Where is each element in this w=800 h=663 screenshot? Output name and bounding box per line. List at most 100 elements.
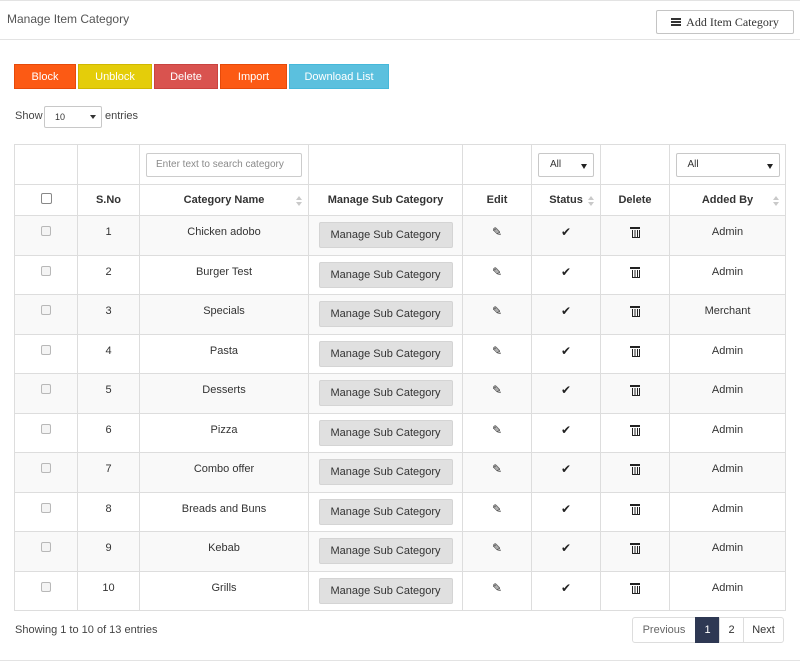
trash-icon[interactable] xyxy=(630,345,640,357)
check-icon[interactable]: ✔ xyxy=(560,462,572,476)
check-icon[interactable]: ✔ xyxy=(560,225,572,239)
row-category-name: Kebab xyxy=(139,531,309,572)
trash-icon[interactable] xyxy=(630,543,640,554)
row-status-cell: ✔ xyxy=(531,373,601,414)
check-icon[interactable]: ✔ xyxy=(560,422,572,437)
pencil-icon[interactable]: ✎ xyxy=(491,343,503,358)
manage-sub-category-button[interactable]: Manage Sub Category xyxy=(318,222,453,248)
page-2-button[interactable]: 2 xyxy=(719,617,744,643)
column-label: Status xyxy=(549,194,583,206)
row-select-cell xyxy=(14,452,78,493)
add-item-category-button[interactable]: Add Item Category xyxy=(656,10,794,34)
trash-icon[interactable] xyxy=(630,503,640,515)
check-icon[interactable]: ✔ xyxy=(560,501,572,516)
row-checkbox[interactable] xyxy=(41,423,51,434)
row-checkbox[interactable] xyxy=(41,344,51,355)
table-row: 9 Kebab Manage Sub Category ✎ ✔ Admin xyxy=(14,531,786,572)
trash-icon[interactable] xyxy=(630,582,640,594)
trash-icon[interactable] xyxy=(630,306,640,317)
column-header-edit: Edit xyxy=(462,184,532,216)
add-item-category-label: Add Item Category xyxy=(686,14,779,29)
row-checkbox[interactable] xyxy=(41,305,51,315)
manage-sub-category-button[interactable]: Manage Sub Category xyxy=(318,261,453,288)
row-delete-cell xyxy=(600,254,670,295)
pencil-icon[interactable]: ✎ xyxy=(491,225,503,239)
column-header-sno[interactable]: S.No xyxy=(77,184,140,216)
column-header-delete: Delete xyxy=(600,184,670,216)
pencil-icon[interactable]: ✎ xyxy=(491,580,503,595)
page-1-button[interactable]: 1 xyxy=(695,617,720,643)
pencil-icon[interactable]: ✎ xyxy=(491,422,503,437)
table-row: 2 Burger Test Manage Sub Category ✎ ✔ Admin xyxy=(14,254,786,295)
row-delete-cell xyxy=(600,215,670,256)
trash-icon[interactable] xyxy=(630,464,640,475)
row-sub-cell: Manage Sub Category xyxy=(308,373,463,414)
caret-down-icon xyxy=(766,163,773,169)
row-select-cell xyxy=(14,254,78,295)
row-checkbox[interactable] xyxy=(41,226,51,236)
row-checkbox[interactable] xyxy=(41,581,51,592)
row-checkbox[interactable] xyxy=(41,542,51,552)
table-row: 10 Grills Manage Sub Category ✎ ✔ Admin xyxy=(14,570,786,611)
pencil-icon[interactable]: ✎ xyxy=(491,541,503,555)
column-header-category-name[interactable]: Category Name xyxy=(139,184,309,216)
added-by-filter-select[interactable]: All xyxy=(675,152,780,177)
manage-sub-category-button[interactable]: Manage Sub Category xyxy=(318,419,453,446)
row-status-cell: ✔ xyxy=(531,254,601,295)
row-added-by: Admin xyxy=(669,333,786,374)
row-sub-cell: Manage Sub Category xyxy=(308,452,463,493)
show-label: Show xyxy=(15,110,43,122)
row-edit-cell: ✎ xyxy=(462,373,532,414)
check-icon[interactable]: ✔ xyxy=(560,264,572,279)
pencil-icon[interactable]: ✎ xyxy=(491,462,503,476)
category-search-input[interactable] xyxy=(146,152,302,177)
manage-sub-category-button[interactable]: Manage Sub Category xyxy=(318,301,453,327)
table-row: 3 Specials Manage Sub Category ✎ ✔ Merchant xyxy=(14,294,786,335)
row-checkbox[interactable] xyxy=(41,463,51,473)
pencil-icon[interactable]: ✎ xyxy=(491,264,503,279)
check-icon[interactable]: ✔ xyxy=(560,541,572,555)
row-edit-cell: ✎ xyxy=(462,531,532,572)
download-list-button[interactable]: Download List xyxy=(289,64,389,89)
check-icon[interactable]: ✔ xyxy=(560,304,572,318)
manage-sub-category-button[interactable]: Manage Sub Category xyxy=(318,459,453,485)
manage-sub-category-button[interactable]: Manage Sub Category xyxy=(318,498,453,525)
select-all-checkbox[interactable] xyxy=(40,193,52,204)
page-title: Manage Item Category xyxy=(7,12,130,26)
block-button[interactable]: Block xyxy=(14,64,76,89)
row-checkbox[interactable] xyxy=(41,265,51,276)
list-icon xyxy=(671,18,682,26)
column-header-status[interactable]: Status xyxy=(531,184,601,216)
row-category-name: Combo offer xyxy=(139,452,309,493)
import-button[interactable]: Import xyxy=(220,64,287,89)
column-header-added-by[interactable]: Added By xyxy=(669,184,786,216)
trash-icon[interactable] xyxy=(630,227,640,238)
manage-sub-category-button[interactable]: Manage Sub Category xyxy=(318,577,453,604)
pencil-icon[interactable]: ✎ xyxy=(491,304,503,318)
trash-icon[interactable] xyxy=(630,266,640,278)
pencil-icon[interactable]: ✎ xyxy=(491,383,503,397)
status-filter-select[interactable]: All xyxy=(538,152,594,177)
check-icon[interactable]: ✔ xyxy=(560,580,572,595)
pencil-icon[interactable]: ✎ xyxy=(491,501,503,516)
unblock-button[interactable]: Unblock xyxy=(78,64,152,89)
category-table: All All S.No Category Name Manage Sub Ca… xyxy=(14,144,786,611)
manage-sub-category-button[interactable]: Manage Sub Category xyxy=(318,538,453,564)
check-icon[interactable]: ✔ xyxy=(560,343,572,358)
row-checkbox[interactable] xyxy=(41,502,51,513)
manage-sub-category-button[interactable]: Manage Sub Category xyxy=(318,380,453,406)
row-status-cell: ✔ xyxy=(531,531,601,572)
filter-cell-empty xyxy=(77,144,140,185)
check-icon[interactable]: ✔ xyxy=(560,383,572,397)
filter-cell-search xyxy=(139,144,309,185)
manage-sub-category-button[interactable]: Manage Sub Category xyxy=(318,340,453,367)
row-checkbox[interactable] xyxy=(41,384,51,394)
next-page-button[interactable]: Next xyxy=(743,617,784,643)
row-sub-cell: Manage Sub Category xyxy=(308,412,463,453)
entries-label: entries xyxy=(105,110,139,122)
delete-button[interactable]: Delete xyxy=(154,64,218,89)
trash-icon[interactable] xyxy=(630,424,640,436)
trash-icon[interactable] xyxy=(630,385,640,396)
entries-length-select[interactable]: 10 xyxy=(44,106,102,128)
previous-page-button[interactable]: Previous xyxy=(632,617,696,643)
